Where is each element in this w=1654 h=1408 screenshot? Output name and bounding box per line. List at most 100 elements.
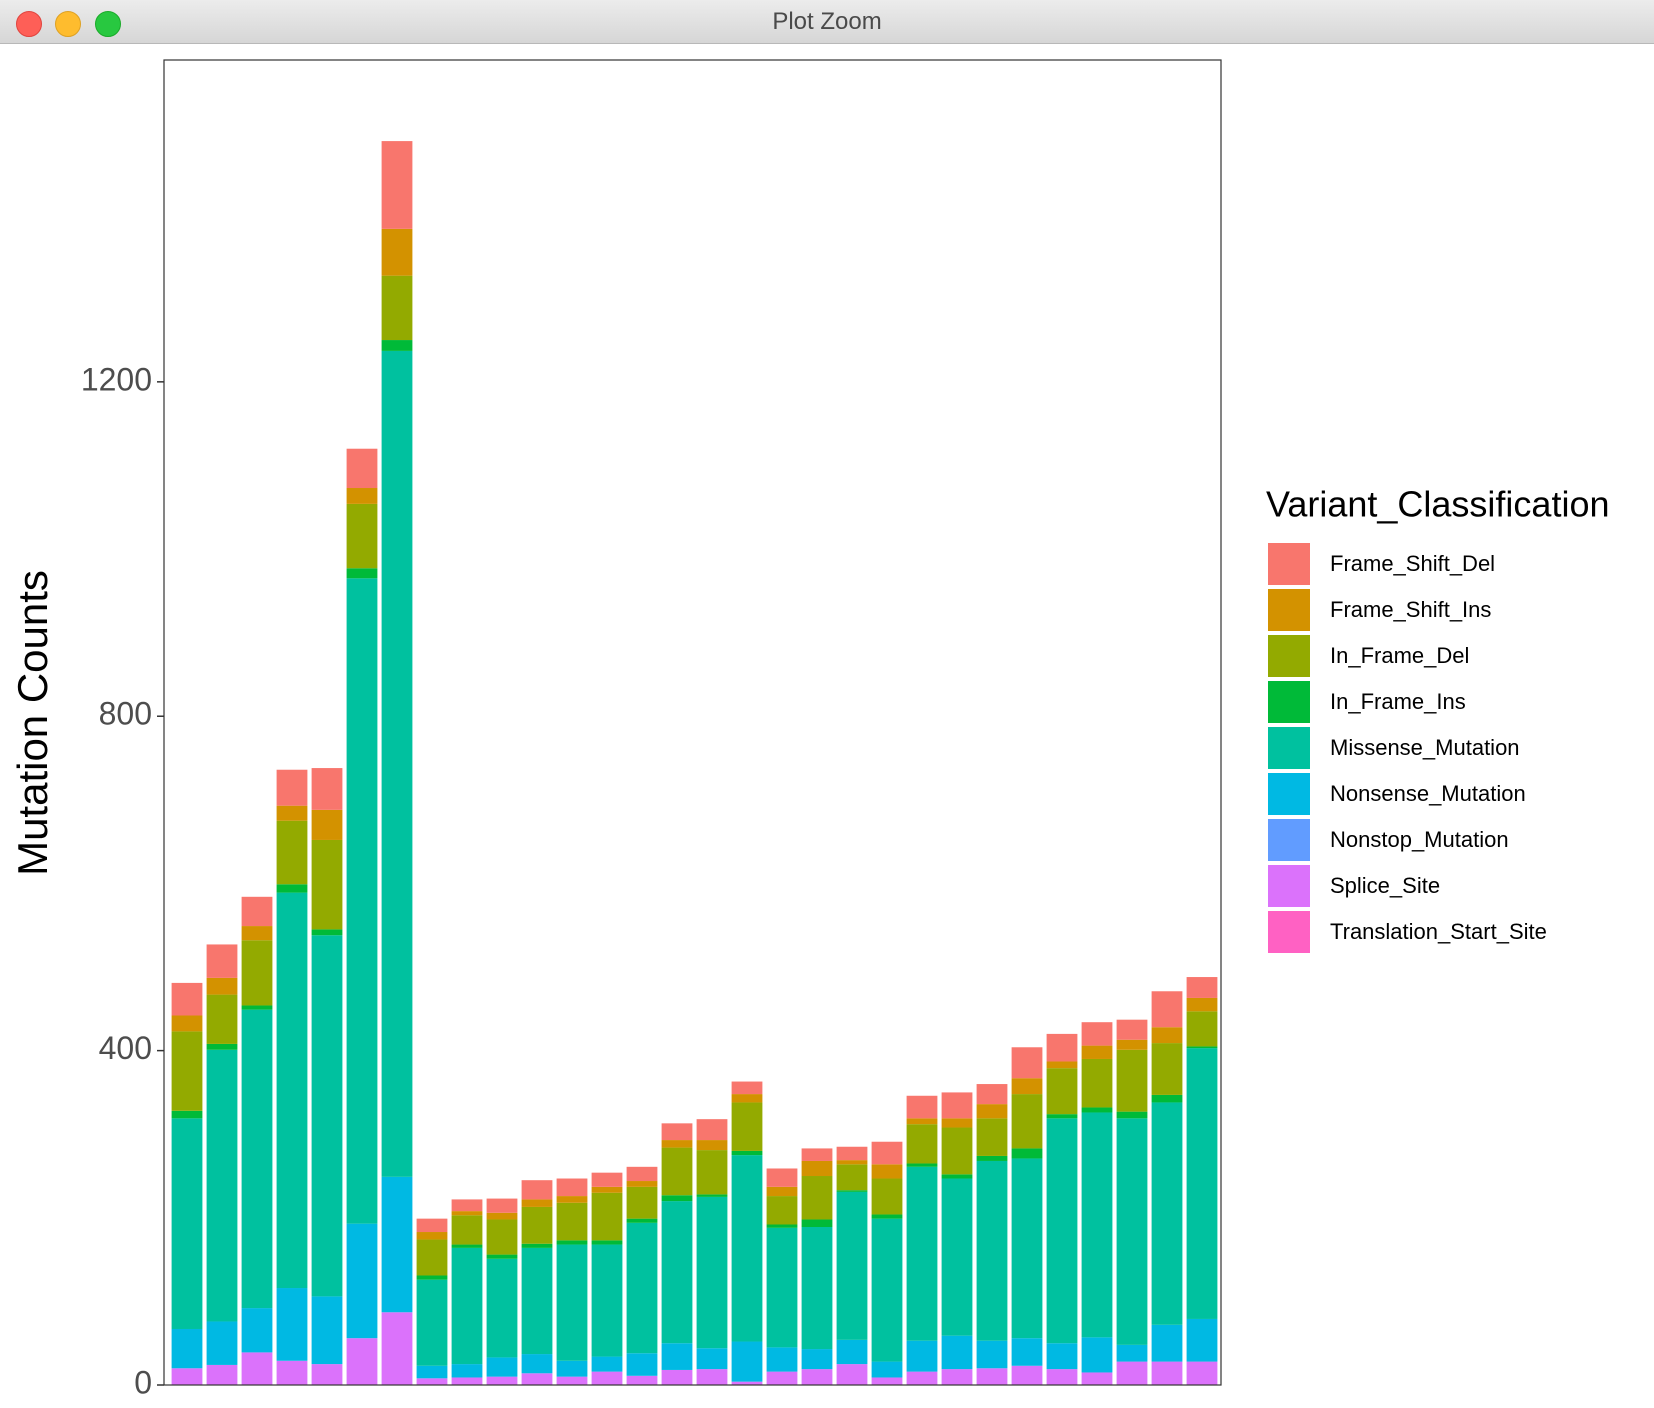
bar-segment: [941, 1178, 973, 1336]
bar-segment: [801, 1148, 833, 1161]
bar-segment: [1186, 1048, 1218, 1319]
bar-segment: [241, 896, 273, 927]
bar-segment: [556, 1376, 588, 1385]
bar-segment: [451, 1247, 483, 1365]
close-button[interactable]: [16, 11, 42, 37]
bar-segment: [801, 1160, 833, 1177]
bar-segment: [1081, 1022, 1113, 1046]
bar-segment: [276, 1288, 308, 1361]
bar-segment: [906, 1371, 938, 1385]
bar-segment: [346, 1338, 378, 1385]
bar-segment: [1116, 1111, 1148, 1119]
bar-segment: [171, 982, 203, 1016]
bar-segment: [801, 1349, 833, 1370]
bar-segment: [521, 1373, 553, 1385]
bar-segment: [171, 1110, 203, 1119]
y-tick-label: 0: [134, 1364, 152, 1400]
bar-segment: [871, 1214, 903, 1219]
bar-segment: [976, 1104, 1008, 1119]
bar-segment: [731, 1081, 763, 1095]
bar-segment: [171, 1328, 203, 1369]
bar-segment: [241, 1352, 273, 1385]
bar-segment: [1116, 1049, 1148, 1112]
bar-segment: [1081, 1337, 1113, 1373]
bar-segment: [696, 1119, 728, 1141]
bar-segment: [1116, 1344, 1148, 1362]
bar-segment: [381, 141, 413, 229]
bar-segment: [521, 1243, 553, 1248]
bar-segment: [206, 1049, 238, 1322]
bar-segment: [381, 1312, 413, 1385]
bar-segment: [591, 1244, 623, 1357]
bar-segment: [311, 839, 343, 930]
minimize-button[interactable]: [55, 11, 81, 37]
bar-segment: [451, 1244, 483, 1248]
bar-segment: [311, 809, 343, 840]
bar-segment: [486, 1219, 518, 1255]
bar-segment: [1186, 1318, 1218, 1362]
bar-segment: [661, 1369, 693, 1385]
bar-segment: [521, 1199, 553, 1207]
bar-segment: [871, 1164, 903, 1179]
bar-segment: [1011, 1078, 1043, 1095]
bar-segment: [1046, 1114, 1078, 1119]
bar-segment: [1116, 1361, 1148, 1385]
bar-segment: [521, 1247, 553, 1355]
bar-segment: [556, 1240, 588, 1245]
bar-segment: [241, 1005, 273, 1010]
bar-segment: [941, 1127, 973, 1175]
bar-segment: [276, 820, 308, 885]
bar-segment: [1151, 1027, 1183, 1044]
bar-segment: [731, 1341, 763, 1382]
bar-segment: [1011, 1365, 1043, 1385]
bar-segment: [206, 944, 238, 978]
plot-panel: [163, 59, 1222, 1386]
bar-segment: [521, 1180, 553, 1200]
bar-segment: [626, 1353, 658, 1376]
bar-segment: [1046, 1118, 1078, 1344]
bar-segment: [661, 1123, 693, 1141]
bar-segment: [626, 1181, 658, 1187]
bar-segment: [766, 1224, 798, 1228]
bar-segment: [941, 1369, 973, 1385]
bar-segment: [1186, 997, 1218, 1012]
legend-key: [1268, 727, 1310, 769]
bar-segment: [1011, 1158, 1043, 1339]
bar-segment: [661, 1147, 693, 1196]
bar-segment: [836, 1190, 868, 1192]
bar-segment: [696, 1140, 728, 1151]
bar-segment: [346, 568, 378, 579]
bar-segment: [416, 1275, 448, 1280]
bar-segment: [556, 1196, 588, 1203]
bar-segment: [801, 1227, 833, 1350]
bar-segment: [1186, 1361, 1218, 1385]
bar-segment: [346, 503, 378, 569]
bar-segment: [276, 884, 308, 893]
bar-segment: [836, 1146, 868, 1161]
bar-segment: [626, 1375, 658, 1385]
bar-segment: [1151, 1324, 1183, 1362]
bar-segment: [976, 1084, 1008, 1105]
bar-segment: [976, 1368, 1008, 1385]
legend-label: Frame_Shift_Del: [1330, 551, 1495, 576]
bar-segment: [696, 1196, 728, 1349]
bar-segment: [1081, 1112, 1113, 1338]
bar-segment: [626, 1166, 658, 1182]
y-tick-label: 800: [99, 696, 152, 732]
legend-label: Translation_Start_Site: [1330, 919, 1547, 944]
bar-segment: [451, 1364, 483, 1378]
bar-segment: [346, 488, 378, 504]
bar-segment: [1151, 991, 1183, 1028]
bar-segment: [696, 1150, 728, 1195]
bar-segment: [1046, 1369, 1078, 1385]
bar-segment: [1011, 1338, 1043, 1366]
bar-segment: [766, 1186, 798, 1197]
bar-segment: [1186, 1011, 1218, 1047]
legend-key: [1268, 865, 1310, 907]
bar-segment: [171, 1031, 203, 1111]
bar-segment: [416, 1232, 448, 1240]
legend-key: [1268, 819, 1310, 861]
bar-segment: [346, 448, 378, 489]
zoom-button[interactable]: [95, 11, 121, 37]
bar-segment: [381, 275, 413, 341]
